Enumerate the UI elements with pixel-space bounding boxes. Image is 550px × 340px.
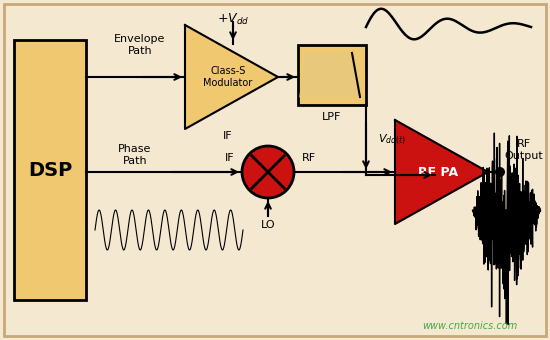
Text: IF: IF bbox=[223, 131, 233, 141]
Text: RF
Output: RF Output bbox=[505, 139, 543, 161]
Text: LPF: LPF bbox=[322, 112, 342, 122]
Text: Phase
Path: Phase Path bbox=[118, 144, 152, 166]
Text: LO: LO bbox=[261, 220, 276, 230]
Text: Class-S
Modulator: Class-S Modulator bbox=[204, 66, 252, 88]
Text: Envelope
Path: Envelope Path bbox=[114, 34, 166, 56]
Bar bbox=[298, 45, 366, 105]
Text: IF: IF bbox=[224, 153, 234, 163]
Polygon shape bbox=[185, 25, 278, 129]
Text: www.cntronics.com: www.cntronics.com bbox=[422, 321, 518, 331]
Bar bbox=[14, 40, 86, 300]
Polygon shape bbox=[300, 53, 360, 97]
Text: $+V_{dd}$: $+V_{dd}$ bbox=[217, 12, 249, 27]
Text: $V_{dd(t)}$: $V_{dd(t)}$ bbox=[378, 133, 406, 147]
Text: RF PA: RF PA bbox=[418, 166, 458, 178]
Circle shape bbox=[242, 146, 294, 198]
Text: DSP: DSP bbox=[28, 160, 72, 180]
Polygon shape bbox=[395, 120, 488, 224]
Text: RF: RF bbox=[302, 153, 316, 163]
Circle shape bbox=[495, 167, 505, 177]
